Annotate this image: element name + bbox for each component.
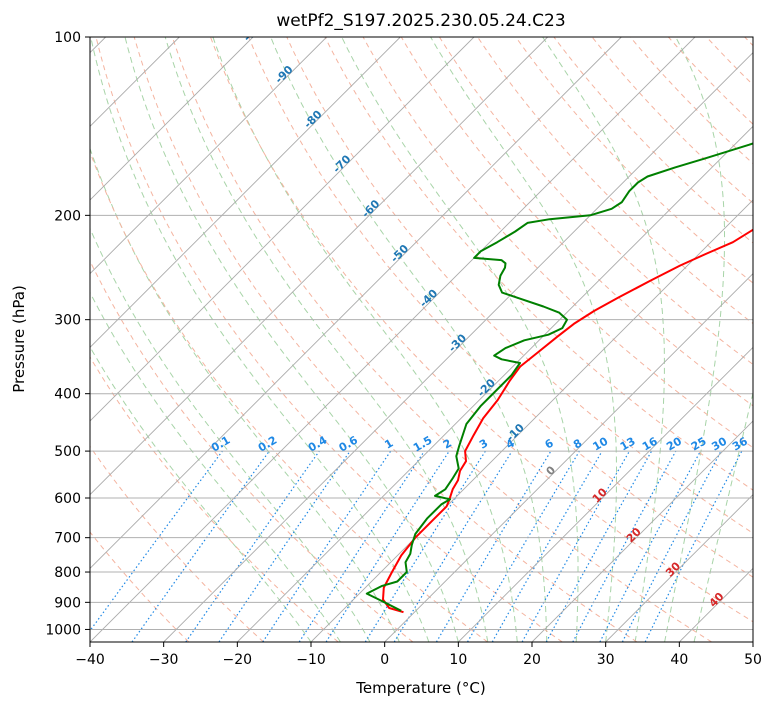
dry-adiabat-line xyxy=(210,37,753,623)
y-tick-label: 600 xyxy=(54,491,81,507)
dry-adiabat-line xyxy=(90,356,339,642)
dry-adiabat-line xyxy=(133,37,638,642)
x-tick-label: 40 xyxy=(670,652,688,668)
dry-adiabat-line xyxy=(515,37,753,284)
y-tick-label: 100 xyxy=(54,30,81,46)
dry-adiabat-line xyxy=(171,37,712,642)
dry-adiabat-line xyxy=(95,37,563,642)
x-tick-label: −30 xyxy=(149,652,179,668)
x-tick-label: 20 xyxy=(523,652,541,668)
mixing-ratio-line xyxy=(298,450,425,642)
isotherm-line xyxy=(90,37,548,496)
isotherm-lines xyxy=(90,37,753,642)
mixing-ratio-line xyxy=(393,450,513,642)
moist-adiabat-line xyxy=(693,390,753,642)
moist-adiabat-line xyxy=(124,37,459,642)
isotherm-line xyxy=(237,125,753,642)
moist-adiabat-line xyxy=(542,37,665,642)
x-tick-label: 30 xyxy=(597,652,615,668)
moist-adiabat-line xyxy=(90,291,341,642)
x-axis-title: Temperature (°C) xyxy=(355,679,485,697)
y-axis-title: Pressure (hPa) xyxy=(10,285,28,393)
mixing-ratio-line xyxy=(218,450,351,642)
x-tick-label: −10 xyxy=(296,652,326,668)
isotherm-line xyxy=(384,273,753,642)
profile-lines xyxy=(365,142,753,614)
y-tick-label: 300 xyxy=(54,313,81,329)
y-tick-label: 500 xyxy=(54,444,81,460)
isotherm-line xyxy=(90,37,401,348)
isotherm-line xyxy=(90,37,475,422)
y-tick-label: 700 xyxy=(54,531,81,547)
dry-adiabat-line xyxy=(90,531,190,642)
dry-adiabat-line xyxy=(248,37,753,578)
y-tick-label: 900 xyxy=(54,595,81,611)
mixing-ratio-line xyxy=(545,450,653,642)
mixing-ratio-line xyxy=(185,450,320,642)
isotherm-line xyxy=(90,37,254,201)
isotherm-line xyxy=(90,37,622,569)
moist-adiabat-line xyxy=(90,37,430,642)
x-axis-ticks: −40 −30 −20 −10 0 10 20 30 40 50 xyxy=(75,642,762,668)
dry-adiabat-line xyxy=(90,445,264,642)
isotherm-line xyxy=(163,52,753,642)
mixing-ratio-line xyxy=(325,450,450,642)
mixing-ratio-line xyxy=(262,450,392,642)
mixing-ratio-line xyxy=(131,450,270,642)
moist-adiabat-line xyxy=(270,37,548,642)
y-tick-label: 1000 xyxy=(45,622,81,638)
mixing-ratio-line xyxy=(90,450,223,632)
plot-area: -100-90-80-70-60-50-40-30-20-10010203040… xyxy=(90,37,753,642)
moist-adiabat-line xyxy=(430,37,617,642)
pressure-grid xyxy=(90,37,753,630)
isotherm-line xyxy=(458,346,753,642)
mixing-ratio-lines xyxy=(90,450,743,642)
chart-title: wetPf2_S197.2025.230.05.24.C23 xyxy=(276,11,565,31)
y-tick-label: 200 xyxy=(54,208,81,224)
y-tick-label: 400 xyxy=(54,387,81,403)
temperature-profile-line xyxy=(382,228,753,614)
moist-adiabat-line xyxy=(212,37,518,642)
mixing-ratio-line xyxy=(644,450,743,642)
dewpoint-profile-line xyxy=(365,142,753,612)
isotherm-line xyxy=(605,494,753,642)
dry-adiabat-line xyxy=(90,150,488,642)
y-axis-ticks: 1000 900 800 700 600 500 400 300 200 100 xyxy=(45,30,90,638)
dry-adiabat-line xyxy=(400,37,753,407)
isotherm-line xyxy=(90,37,327,275)
x-tick-label: 10 xyxy=(449,652,467,668)
moist-adiabat-line xyxy=(90,227,371,642)
x-tick-label: 50 xyxy=(744,652,762,668)
moist-adiabat-line xyxy=(341,37,579,642)
mixing-ratio-line xyxy=(572,450,677,642)
x-tick-label: 0 xyxy=(380,652,389,668)
isotherm-line xyxy=(90,37,696,642)
x-tick-label: −40 xyxy=(75,652,105,668)
moist-adiabat-line xyxy=(664,37,726,642)
x-tick-label: −20 xyxy=(223,652,253,668)
y-tick-label: 800 xyxy=(54,565,81,581)
isotherm-line xyxy=(531,420,753,642)
mixing-ratio-line xyxy=(521,450,631,642)
plot-frame xyxy=(89,36,754,643)
